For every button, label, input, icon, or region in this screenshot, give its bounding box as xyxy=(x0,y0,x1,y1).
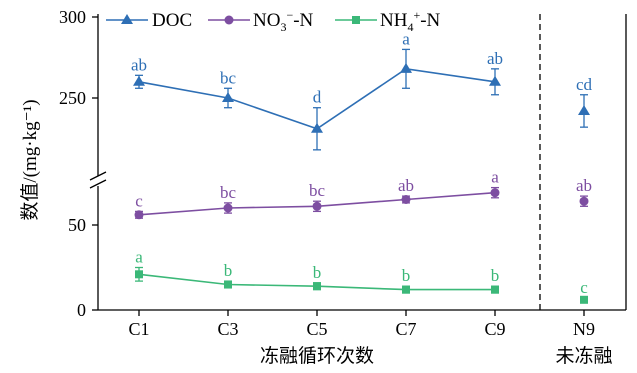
x-tick-label: N9 xyxy=(573,319,595,339)
legend-item-doc: DOC xyxy=(106,10,192,31)
data-point-doc xyxy=(222,92,234,102)
y-tick-label-0: 0 xyxy=(77,300,86,320)
data-point-no3 xyxy=(490,188,500,198)
data-point-doc xyxy=(489,75,501,86)
significance-label-nh4: a xyxy=(135,248,143,267)
significance-label-doc: d xyxy=(313,88,322,107)
data-point-no3 xyxy=(401,195,411,204)
data-point-nh4 xyxy=(491,285,499,294)
data-point-nh4 xyxy=(313,282,321,291)
significance-label-nh4: b xyxy=(402,266,411,285)
x-tick-label: C7 xyxy=(395,319,416,339)
legend-label: NH4+-N xyxy=(380,8,441,34)
legend-triangle-marker xyxy=(121,14,133,24)
significance-label-nh4: c xyxy=(580,278,588,297)
data-point-nh4 xyxy=(224,280,232,289)
axis-break-mark xyxy=(89,171,107,189)
significance-label-no3: bc xyxy=(309,181,326,200)
legend: DOC NO3−-N NH4+-N xyxy=(106,8,441,34)
data-point-doc xyxy=(133,75,145,86)
x-tick-label: C1 xyxy=(128,319,149,339)
significance-label-no3: bc xyxy=(220,183,237,202)
data-point-nh4 xyxy=(402,285,410,294)
significance-label-doc: cd xyxy=(576,75,593,94)
data-point-no3 xyxy=(579,196,589,206)
data-point-doc xyxy=(578,104,590,115)
data-point-doc xyxy=(400,62,412,73)
legend-square-marker xyxy=(352,16,360,24)
y-ticks: 0 50 250 300 xyxy=(59,7,98,320)
x-tick-label: C5 xyxy=(306,319,327,339)
legend-item-no3: NO3−-N xyxy=(208,8,314,34)
x-ticks: C1 C3 C5 C7 C9 N9 xyxy=(128,310,595,339)
legend-label: NO3−-N xyxy=(253,8,314,34)
x-axis-title-cycles: 冻融循环次数 xyxy=(260,345,374,367)
significance-label-doc: bc xyxy=(220,68,237,87)
legend-circle-marker xyxy=(224,15,234,25)
significance-label-doc: ab xyxy=(131,55,147,74)
significance-label-no3: a xyxy=(491,168,499,187)
significance-label-doc: ab xyxy=(487,49,503,68)
data-point-no3 xyxy=(223,203,233,213)
significance-label-no3: c xyxy=(135,191,143,210)
y-tick-label-250: 250 xyxy=(59,88,86,108)
data-point-nh4 xyxy=(135,270,143,279)
x-tick-label: C3 xyxy=(217,319,238,339)
data-point-nh4 xyxy=(580,295,588,304)
y-tick-label-50: 50 xyxy=(68,215,86,235)
y-axis-title: 数值/(mg·kg⁻¹) xyxy=(19,99,41,220)
x-axis-title-control: 未冻融 xyxy=(555,345,612,367)
significance-label-doc: a xyxy=(402,29,410,48)
data-point-doc xyxy=(311,122,323,133)
x-tick-label: C9 xyxy=(484,319,505,339)
significance-label-nh4: b xyxy=(491,266,500,285)
data-point-no3 xyxy=(312,201,322,211)
significance-label-nh4: b xyxy=(313,263,322,282)
y-tick-label-300: 300 xyxy=(59,7,86,27)
legend-item-nh4: NH4+-N xyxy=(335,8,441,34)
significance-label-nh4: b xyxy=(224,261,233,280)
legend-label: DOC xyxy=(152,10,192,31)
significance-label-no3: ab xyxy=(576,176,592,195)
data-point-no3 xyxy=(134,210,144,220)
significance-label-no3: ab xyxy=(398,176,414,195)
